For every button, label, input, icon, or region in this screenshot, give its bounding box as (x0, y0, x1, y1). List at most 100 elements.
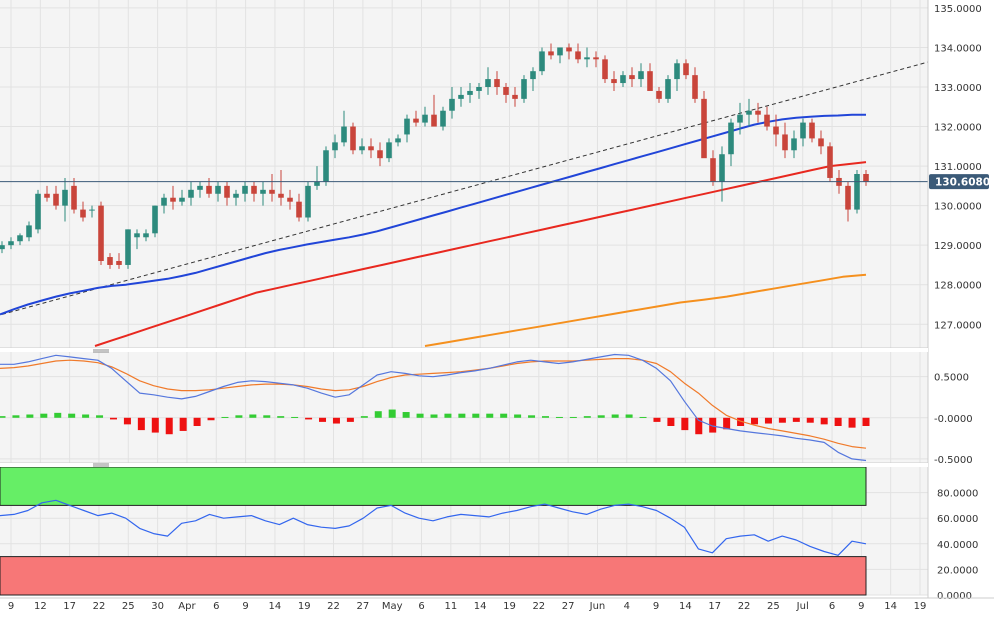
current-price-tag-box (929, 174, 989, 190)
axes: 9 12 17 22 25 30 Apr 6 9 14 19 22 27 May 6 11 14 19 22 27 Ju… (0, 0, 994, 612)
macd-histogram-bar (751, 417, 759, 425)
macd-histogram-bar (123, 417, 131, 425)
x-tick-label: 12 (34, 601, 47, 612)
macd-line (0, 353, 867, 462)
macd-histogram-bar (597, 415, 605, 418)
candle-body (692, 75, 698, 99)
macd-histogram-bar (402, 412, 410, 418)
x-tick-label: 6 (213, 601, 219, 612)
candle-body (602, 59, 608, 80)
candle-body (701, 98, 707, 159)
x-tick-label: 19 (298, 601, 311, 612)
candle-body (458, 94, 464, 99)
macd-histogram-bar (486, 413, 494, 418)
macd-panel (0, 353, 870, 462)
candle-body (683, 63, 689, 76)
panel-splitter-2[interactable] (0, 463, 928, 467)
candle-body (287, 197, 293, 202)
macd-histogram-bar (12, 415, 20, 418)
candle-body (854, 174, 860, 210)
candle-body (719, 154, 725, 182)
candle-body (44, 193, 50, 198)
current-price-label: 130.6080 (935, 177, 990, 189)
candle-body (323, 150, 329, 182)
macd-histogram-bar (165, 417, 173, 435)
candle-body (197, 185, 203, 190)
sma-medium-line (94, 161, 867, 347)
candle-body (260, 189, 266, 194)
candle-body (242, 185, 248, 194)
x-tick-label: 9 (242, 601, 248, 612)
x-tick-label: 27 (357, 601, 370, 612)
y-tick-label: 127.0000 (934, 320, 982, 331)
candle-body (593, 57, 599, 60)
macd-histogram-bar (583, 416, 591, 418)
candle-body (386, 142, 392, 159)
candle-body (269, 189, 275, 194)
macd-histogram-bar (458, 413, 466, 418)
x-tick-label: 14 (679, 601, 692, 612)
panel-splitter-1[interactable] (0, 348, 928, 353)
candle-body (485, 79, 491, 87)
trendline (1, 61, 928, 315)
macd-histogram-bar (0, 416, 6, 418)
candle-body (188, 189, 194, 198)
candle-body (476, 87, 482, 91)
sma-short-line (0, 113, 866, 316)
candle-body (404, 118, 410, 135)
candle-body (8, 241, 14, 246)
x-tick-label: 14 (269, 601, 282, 612)
candle-body (737, 114, 743, 123)
macd-histogram-bar (653, 417, 661, 422)
macd-histogram-bar (193, 417, 201, 426)
macd-histogram-bar (430, 414, 438, 418)
candle-body (539, 51, 545, 72)
x-tick-label: 19 (914, 601, 927, 612)
x-tick-label: 14 (474, 601, 487, 612)
macd-histogram-bar (472, 413, 480, 418)
macd-histogram-bar (249, 414, 257, 418)
candle-body (521, 79, 527, 99)
macd-histogram-bar (555, 416, 563, 418)
candle-body (71, 185, 77, 210)
candle-body (665, 79, 671, 99)
candle-body (710, 158, 716, 182)
y-tick-label: 40.0000 (937, 540, 978, 551)
macd-histogram-bar (444, 413, 452, 418)
macd-histogram-bar (611, 414, 619, 418)
candle-body (422, 114, 428, 123)
candle-body (368, 146, 374, 151)
x-tick-label: May (382, 601, 403, 612)
x-tick-label: 27 (562, 601, 575, 612)
macd-histogram-bar (179, 417, 187, 431)
x-tick-label: 22 (93, 601, 106, 612)
macd-histogram-bar (500, 413, 508, 418)
candle-body (773, 126, 779, 135)
candle-body (62, 189, 68, 206)
macd-histogram-bar (332, 417, 340, 424)
macd-histogram-bar (514, 414, 522, 418)
macd-histogram-bar (820, 417, 828, 425)
candle-body (80, 209, 86, 218)
candle-body (53, 193, 59, 206)
candle-body (224, 185, 230, 198)
rsi-panel (0, 466, 867, 596)
macd-histogram-bar (862, 417, 870, 426)
macd-histogram-bar (778, 417, 786, 423)
macd-histogram-bar (305, 417, 313, 420)
candle-body (818, 138, 824, 147)
candle-body (512, 94, 518, 99)
candle-body (89, 209, 95, 211)
macd-histogram-bar (82, 414, 90, 418)
macd-histogram-bar (235, 415, 243, 418)
candle-body (629, 75, 635, 80)
candle-body (548, 51, 554, 56)
x-tick-label: Jun (589, 601, 606, 612)
macd-histogram-bar (68, 413, 76, 418)
current-price-tag: 130.6080 (929, 174, 990, 190)
macd-histogram-bar (792, 417, 800, 422)
y-tick-label: 0.0000 (937, 591, 972, 602)
y-tick-label: -0.0000 (934, 414, 973, 425)
